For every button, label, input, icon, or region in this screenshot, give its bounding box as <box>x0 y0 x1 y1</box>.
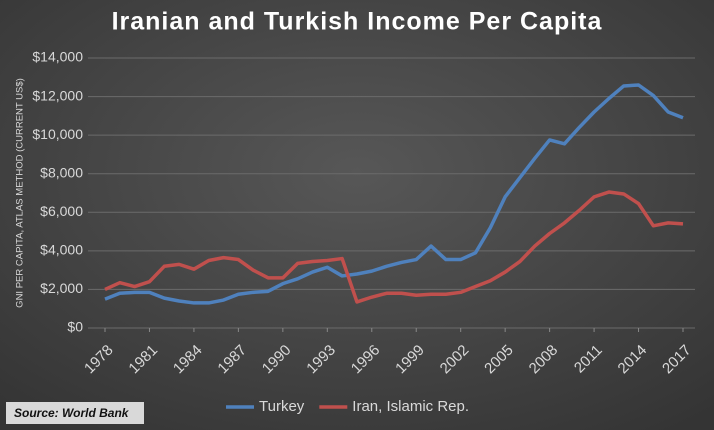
source-box <box>6 402 144 424</box>
y-tick-label: $10,000 <box>32 126 83 142</box>
y-tick-label: $12,000 <box>32 87 83 103</box>
legend-label: Iran, Islamic Rep. <box>352 398 469 415</box>
series-line <box>104 83 684 305</box>
y-tick-label: $6,000 <box>40 203 83 219</box>
y-tick-label: $8,000 <box>40 164 83 180</box>
y-tick-label: $14,000 <box>32 49 83 65</box>
y-tick-label: $4,000 <box>40 242 83 258</box>
y-tick-label: $0 <box>67 319 83 335</box>
chart-title: Iranian and Turkish Income Per Capita <box>112 8 603 36</box>
y-axis-label: GNI PER CAPITA, ATLAS METHOD (CURRENT US… <box>15 78 26 308</box>
legend-label: Turkey <box>259 398 305 415</box>
y-tick-label: $2,000 <box>40 280 83 296</box>
series-line <box>104 190 684 304</box>
source-note: Source: World Bank <box>14 406 130 420</box>
